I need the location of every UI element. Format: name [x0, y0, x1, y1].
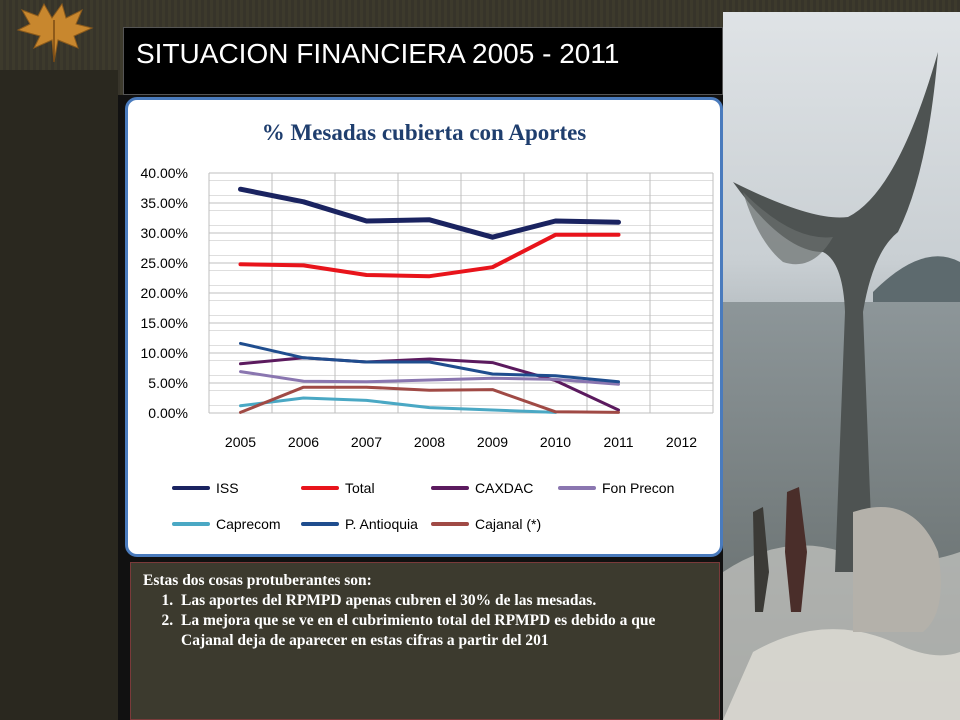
series-line-caxdac: [239, 356, 620, 412]
chart-frame: % Mesadas cubierta con Aportes 40.00% 35.0…: [125, 97, 723, 557]
whale-tail-photo: [723, 12, 960, 720]
series-line-total: [238, 232, 621, 279]
series-line-caprecom: [239, 396, 557, 414]
note-heading: Estas dos cosas protuberantes son:: [143, 572, 372, 589]
x-tick-label: 2011: [603, 434, 633, 450]
legend-label-total: Total: [345, 480, 375, 496]
y-tick-label: 30.00%: [141, 225, 188, 241]
series-line-iss: [238, 186, 621, 240]
legend-label-p-antioquia: P. Antioquia: [345, 516, 418, 532]
x-tick-label: 2008: [414, 434, 445, 450]
series-line-p-antioquia: [239, 341, 620, 384]
y-tick-label: 10.00%: [141, 345, 188, 361]
y-tick-label: 40.00%: [141, 165, 188, 181]
y-tick-label: 0.00%: [148, 405, 188, 421]
left-decorative-strip: [0, 70, 118, 720]
note-item-2: La mejora que se ve en el cubrimiento to…: [177, 611, 709, 651]
title-bar: SITUACION FINANCIERA 2005 - 2011: [123, 27, 723, 95]
slide-title: SITUACION FINANCIERA 2005 - 2011: [136, 38, 620, 69]
series-line-cajanal: [239, 385, 620, 414]
series-line-fon-precon: [239, 370, 620, 386]
chart-title: % Mesadas cubierta con Aportes: [262, 120, 587, 145]
note-box: Estas dos cosas protuberantes son: Las a…: [130, 562, 720, 720]
y-tick-label: 35.00%: [141, 195, 188, 211]
note-text: Estas dos cosas protuberantes son: Las a…: [131, 563, 719, 651]
x-tick-label: 2006: [288, 434, 319, 450]
x-tick-label: 2005: [225, 434, 256, 450]
line-chart: % Mesadas cubierta con Aportes 40.00% 35.0…: [141, 120, 714, 532]
y-tick-label: 5.00%: [148, 375, 188, 391]
x-tick-label: 2012: [666, 434, 697, 450]
legend-label-fon-precon: Fon Precon: [602, 480, 674, 496]
x-tick-label: 2010: [540, 434, 571, 450]
legend-label-cajanal: Cajanal (*): [475, 516, 541, 532]
x-tick-label: 2009: [477, 434, 508, 450]
y-tick-label: 15.00%: [141, 315, 188, 331]
autumn-leaf-icon: [16, 2, 94, 63]
x-tick-label: 2007: [351, 434, 382, 450]
legend-label-iss: ISS: [216, 480, 239, 496]
legend-label-caxdac: CAXDAC: [475, 480, 533, 496]
note-item-1: Las aportes del RPMPD apenas cubren el 3…: [177, 591, 709, 611]
y-tick-label: 20.00%: [141, 285, 188, 301]
note-list: Las aportes del RPMPD apenas cubren el 3…: [143, 591, 709, 651]
y-tick-label: 25.00%: [141, 255, 188, 271]
legend-label-caprecom: Caprecom: [216, 516, 281, 532]
